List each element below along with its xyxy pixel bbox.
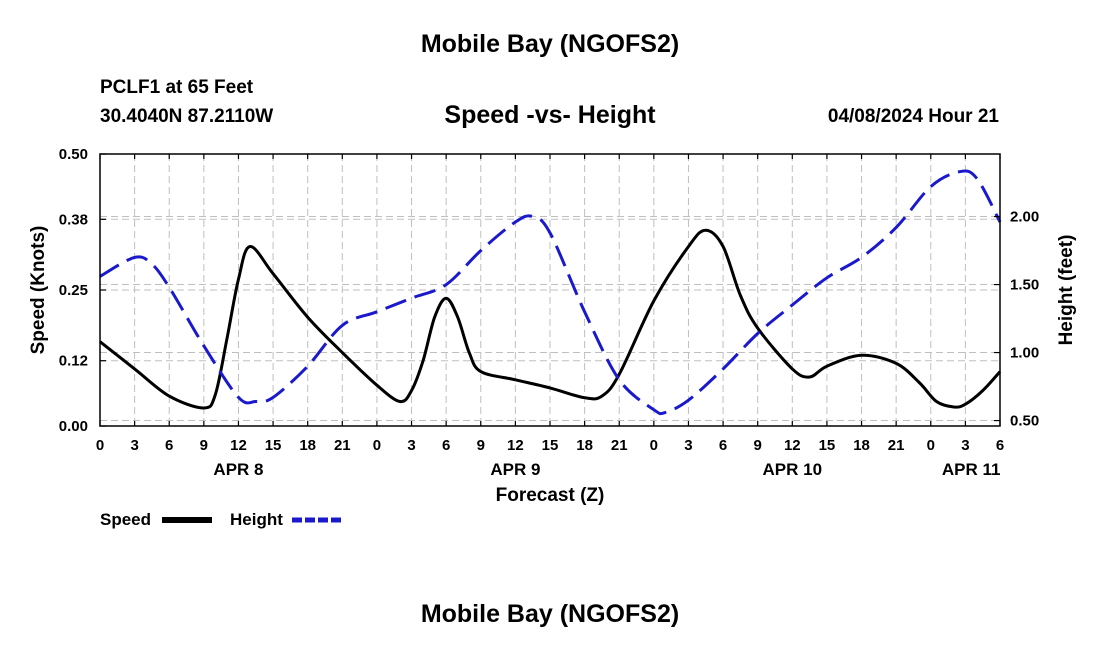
x-tick-label: 12	[230, 437, 247, 454]
tick-marks	[99, 153, 1001, 427]
station-coordinates: 30.4040N 87.2110W	[100, 106, 274, 127]
chart-title: Speed -vs- Height	[444, 101, 656, 129]
x-tick-label: 0	[650, 437, 658, 454]
x-tick-label: 21	[611, 437, 628, 454]
y2-tick-label: 1.50	[1010, 277, 1039, 294]
y-tick-label: 0.38	[59, 211, 88, 228]
y2-tick-label: 1.00	[1010, 345, 1039, 362]
x-tick-label: 21	[888, 437, 905, 454]
page-title: Mobile Bay (NGOFS2)	[420, 30, 680, 58]
series-layer	[99, 169, 1002, 416]
day-label: APR 9	[490, 460, 540, 479]
x-tick-label: 6	[719, 437, 727, 454]
day-label: APR 8	[213, 460, 263, 479]
station-label: PCLF1 at 65 Feet	[100, 77, 254, 98]
x-tick-label: 3	[407, 437, 415, 454]
y-tick-label: 0.00	[59, 418, 88, 435]
x-tick-label: 6	[442, 437, 450, 454]
x-tick-label: 9	[477, 437, 485, 454]
y2-axis-title: Height (feet)	[1056, 235, 1077, 346]
x-tick-label: 0	[927, 437, 935, 454]
forecast-datetime: 04/08/2024 Hour 21	[827, 106, 999, 127]
series-line-speed	[99, 228, 1002, 410]
x-tick-label: 0	[96, 437, 104, 454]
x-tick-label: 0	[373, 437, 381, 454]
x-axis-title: Forecast (Z)	[496, 485, 605, 506]
x-tick-label: 18	[853, 437, 870, 454]
x-tick-label: 3	[130, 437, 138, 454]
x-tick-label: 18	[576, 437, 593, 454]
legend-speed-line	[162, 517, 212, 523]
legend-height-line	[292, 517, 342, 523]
x-tick-label: 6	[165, 437, 173, 454]
footer-title: Mobile Bay (NGOFS2)	[420, 600, 680, 628]
series-line-height	[99, 169, 1002, 416]
tick-labels: 0 3 6 9 12 15 18 21 0 3 6 9 12 15 18 21 0 3 6 9 12 15 18 21 0 3 60…	[28, 146, 1077, 506]
day-label: APR 11	[942, 460, 1001, 479]
x-tick-label: 18	[299, 437, 316, 454]
y-tick-label: 0.50	[59, 146, 88, 163]
x-tick-label: 12	[507, 437, 524, 454]
x-tick-label: 6	[996, 437, 1004, 454]
y-tick-label: 0.12	[59, 353, 88, 370]
x-tick-label: 12	[784, 437, 801, 454]
x-tick-label: 15	[542, 437, 559, 454]
x-tick-label: 3	[961, 437, 969, 454]
x-tick-label: 9	[754, 437, 762, 454]
legend-speed-label: Speed	[100, 510, 152, 529]
x-tick-label: 15	[265, 437, 282, 454]
y2-tick-label: 2.00	[1010, 209, 1039, 226]
x-tick-label: 21	[334, 437, 351, 454]
x-tick-label: 3	[684, 437, 692, 454]
legend-height-label: Height	[230, 510, 283, 529]
day-label: APR 10	[763, 460, 823, 479]
y-axis-title: Speed (Knots)	[28, 226, 49, 355]
y-tick-label: 0.25	[59, 282, 88, 299]
x-tick-label: 15	[819, 437, 836, 454]
y2-tick-label: 0.50	[1010, 413, 1039, 430]
x-tick-label: 9	[200, 437, 208, 454]
